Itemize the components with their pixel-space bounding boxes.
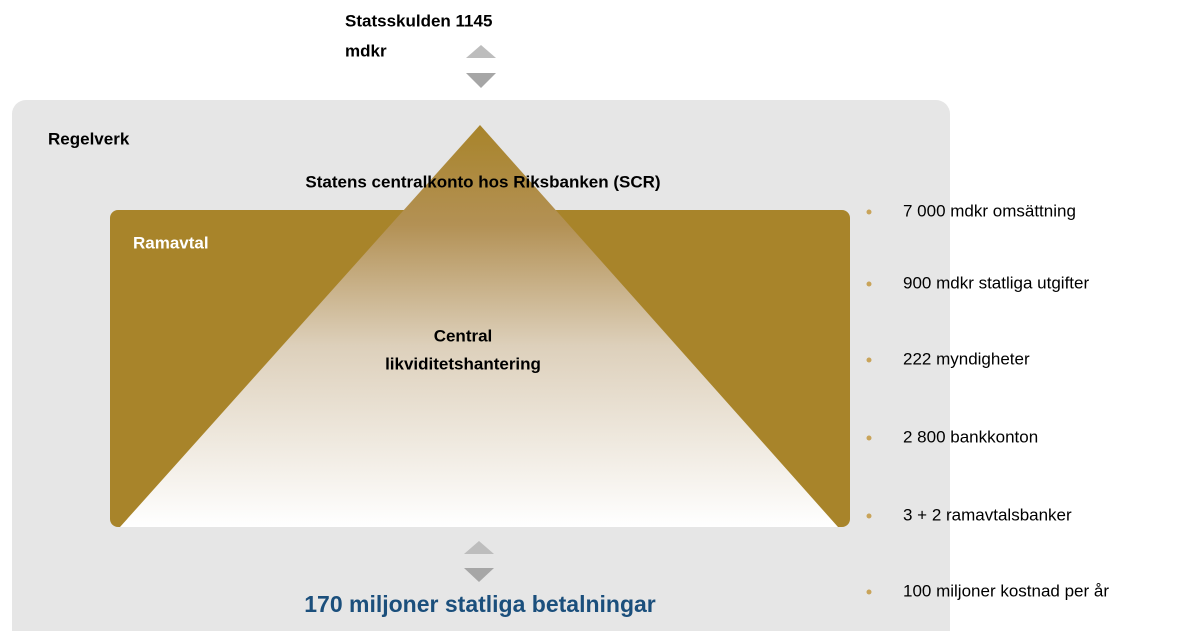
fact-list: 7 000 mdkr omsättning 900 mdkr statliga u… <box>866 201 1109 600</box>
bullet <box>866 209 872 215</box>
fact: 900 mdkr statliga utgifter <box>903 273 1089 292</box>
fact: 100 miljoner kostnad per år <box>903 581 1109 600</box>
scr-label: Statens centralkonto hos Riksbanken (SCR… <box>305 172 660 191</box>
bullet <box>866 281 872 287</box>
bottom-label: 170 miljoner statliga betalningar <box>304 591 656 617</box>
pyramid-label: likviditetshantering <box>385 354 541 373</box>
top-label: Statsskulden 1145 <box>345 11 492 30</box>
top-label: mdkr <box>345 41 387 60</box>
pyramid <box>120 125 838 527</box>
bullet <box>866 357 872 363</box>
outer-label: Regelverk <box>48 129 130 148</box>
fact: 3 + 2 ramavtalsbanker <box>903 505 1072 524</box>
arrow-down <box>464 568 494 582</box>
pyramid-label: Central <box>434 326 493 345</box>
fact: 222 myndigheter <box>903 349 1030 368</box>
fact: 2 800 bankkonton <box>903 427 1038 446</box>
bullet <box>866 513 872 519</box>
fact: 7 000 mdkr omsättning <box>903 201 1076 220</box>
bullet <box>866 435 872 441</box>
bullet <box>866 589 872 595</box>
arrow-down <box>466 73 496 88</box>
arrow-up <box>466 45 496 58</box>
inner-label: Ramavtal <box>133 233 209 252</box>
arrow-up <box>464 541 494 554</box>
